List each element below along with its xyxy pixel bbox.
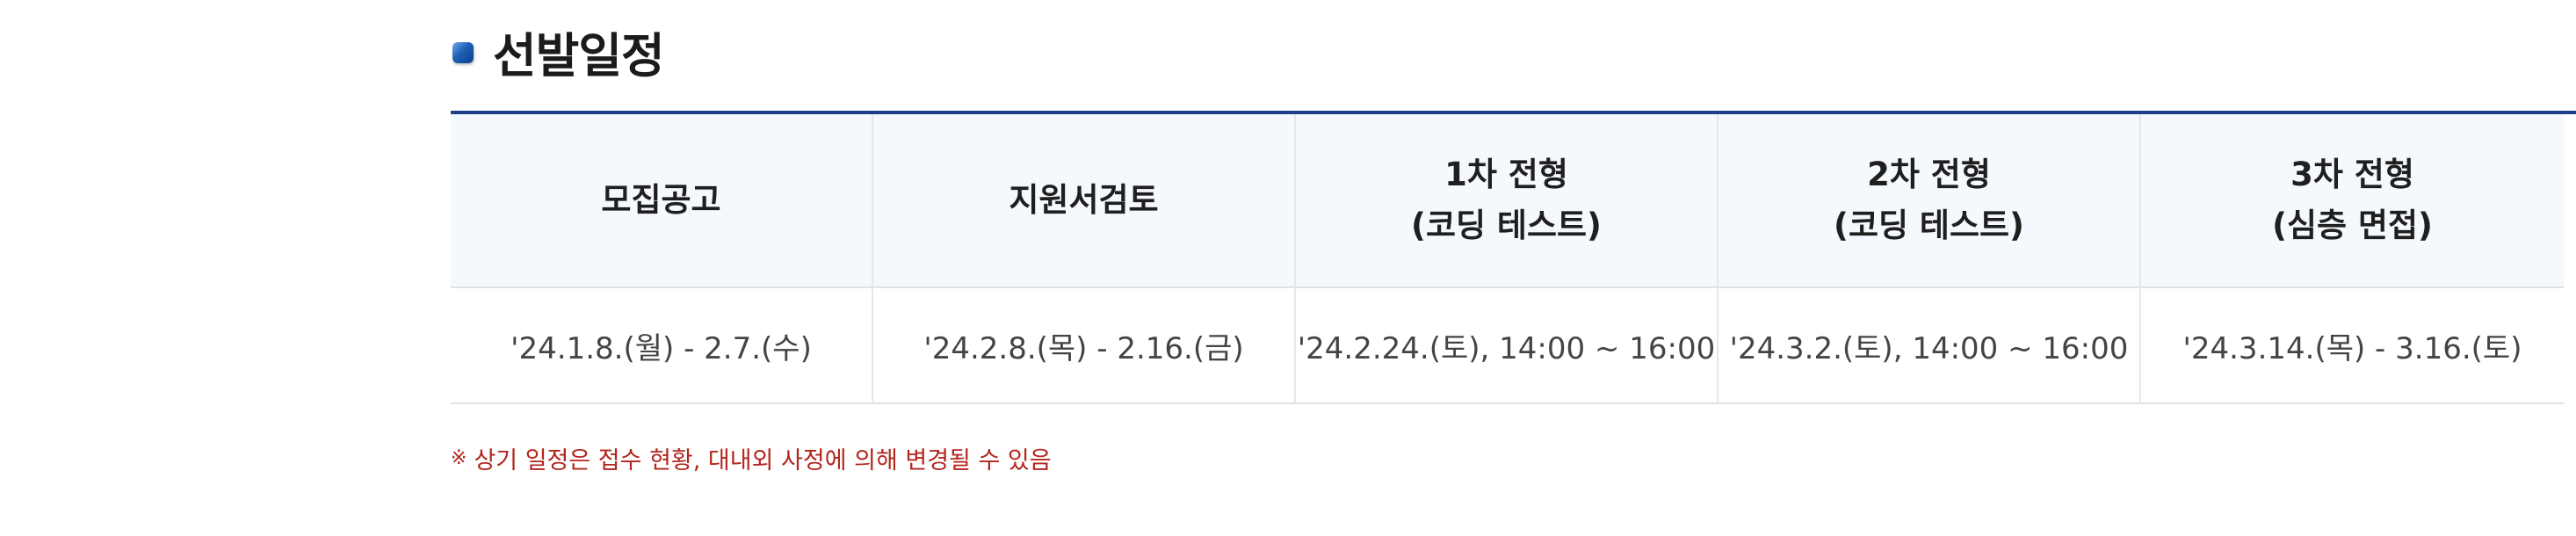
date-cell-stage-1: '24.2.24.(토), 14:00 ~ 16:00	[1296, 288, 1719, 404]
table-row: '24.1.8.(월) - 2.7.(수) '24.2.8.(목) - 2.16…	[451, 288, 2576, 404]
date-cell-recruitment-notice: '24.1.8.(월) - 2.7.(수)	[451, 288, 873, 404]
date-cell-application-review: '24.2.8.(목) - 2.16.(금)	[873, 288, 1296, 404]
date-cell-stage-2: '24.3.2.(토), 14:00 ~ 16:00	[1719, 288, 2141, 404]
section-heading: 선발일정	[451, 16, 665, 86]
note-mark-icon: ※	[451, 447, 467, 469]
schedule-note: ※ 상기 일정은 접수 현황, 대내외 사정에 의해 변경될 수 있음	[451, 441, 1052, 475]
table-header-row: 모집공고 지원서검토 1차 전형 (코딩 테스트) 2차 전형 (코딩 테스트)…	[451, 114, 2576, 288]
header-cell-application-review: 지원서검토	[873, 114, 1296, 288]
note-text: 상기 일정은 접수 현황, 대내외 사정에 의해 변경될 수 있음	[474, 447, 1052, 474]
bullet-icon	[452, 42, 474, 63]
schedule-table: 모집공고 지원서검토 1차 전형 (코딩 테스트) 2차 전형 (코딩 테스트)…	[451, 111, 2576, 404]
header-cell-stage-3: 3차 전형 (심층 면접)	[2141, 114, 2564, 288]
header-cell-recruitment-notice: 모집공고	[451, 114, 873, 288]
section-title: 선발일정	[493, 27, 665, 83]
date-cell-stage-3: '24.3.14.(목) - 3.16.(토)	[2141, 288, 2564, 404]
header-cell-stage-2: 2차 전형 (코딩 테스트)	[1719, 114, 2141, 288]
header-cell-stage-1: 1차 전형 (코딩 테스트)	[1296, 114, 1719, 288]
